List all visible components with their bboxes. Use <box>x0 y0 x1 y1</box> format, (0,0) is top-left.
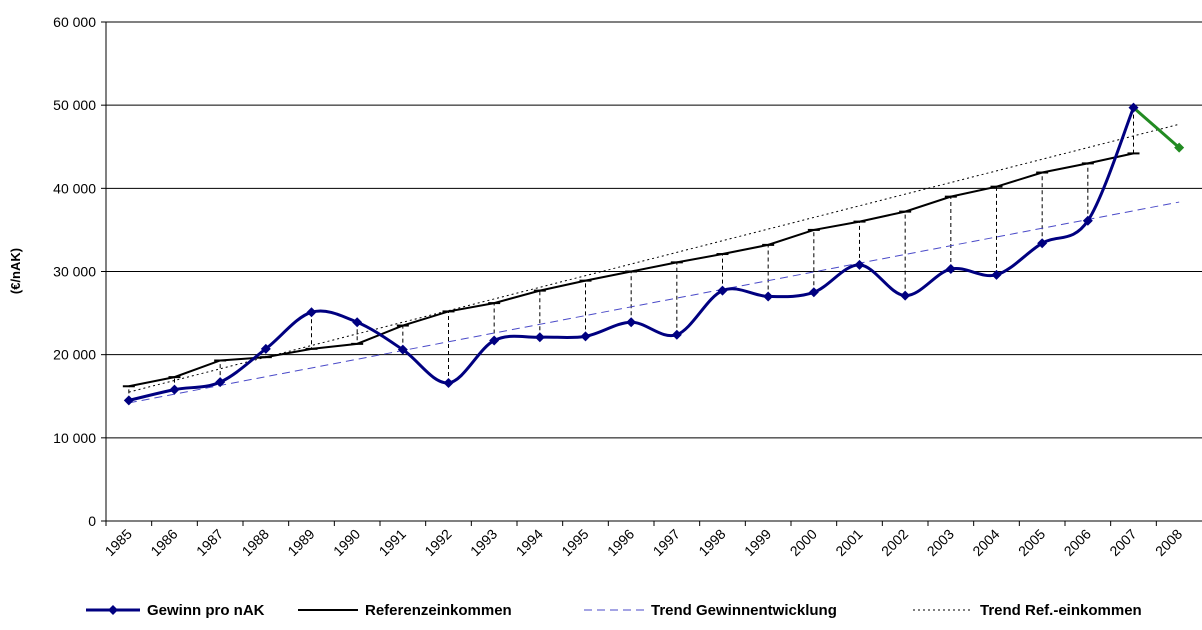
series-line <box>128 123 1180 393</box>
y-tick-label: 60 000 <box>53 14 96 30</box>
y-tick-label: 20 000 <box>53 347 96 363</box>
y-tick-label: 10 000 <box>53 430 96 446</box>
legend-label: Trend Gewinnentwicklung <box>651 602 837 619</box>
data-point <box>1174 142 1185 153</box>
y-tick-label: 50 000 <box>53 97 96 113</box>
x-tick-label: 2002 <box>878 526 911 559</box>
x-tick-label: 2003 <box>924 526 957 559</box>
data-point <box>443 377 454 388</box>
legend-label: Gewinn pro nAK <box>147 602 265 619</box>
x-tick-label: 2007 <box>1106 526 1139 559</box>
data-point <box>1037 238 1048 249</box>
data-point <box>169 384 180 395</box>
y-tick-label: 0 <box>88 513 96 529</box>
legend-marker <box>108 605 118 615</box>
x-tick-label: 1995 <box>558 526 591 559</box>
data-point <box>580 331 591 342</box>
x-tick-label: 1994 <box>513 526 546 559</box>
legend-label: Referenzeinkommen <box>365 602 512 619</box>
series-line <box>128 107 1135 402</box>
x-tick-label: 1988 <box>239 526 272 559</box>
data-point <box>123 395 134 406</box>
data-point <box>763 291 774 302</box>
data-point <box>945 264 956 275</box>
data-point <box>397 344 408 355</box>
x-tick-label: 2006 <box>1061 526 1094 559</box>
data-point <box>260 343 271 354</box>
x-tick-label: 2008 <box>1152 526 1185 559</box>
data-point <box>1082 215 1093 226</box>
data-point <box>215 377 226 388</box>
data-point <box>671 329 682 340</box>
x-tick-label: 1996 <box>604 526 637 559</box>
x-tick-label: 1986 <box>147 526 180 559</box>
y-tick-label: 40 000 <box>53 180 96 196</box>
data-point <box>534 332 545 343</box>
x-tick-label: 2000 <box>787 526 820 559</box>
x-tick-label: 1998 <box>695 526 728 559</box>
x-tick-label: 1999 <box>741 526 774 559</box>
series-line <box>128 201 1180 404</box>
x-tick-label: 1997 <box>650 526 683 559</box>
series-line <box>1132 106 1181 149</box>
data-point <box>626 317 637 328</box>
data-point <box>352 317 363 328</box>
x-tick-label: 1990 <box>330 526 363 559</box>
data-point <box>808 287 819 298</box>
x-tick-label: 1985 <box>102 526 135 559</box>
x-tick-label: 2005 <box>1015 526 1048 559</box>
x-tick-label: 1989 <box>284 526 317 559</box>
data-point <box>991 269 1002 280</box>
x-tick-label: 1992 <box>421 526 454 559</box>
data-point <box>489 335 500 346</box>
data-point <box>1128 102 1139 113</box>
y-tick-label: 30 000 <box>53 264 96 280</box>
x-tick-label: 1991 <box>376 526 409 559</box>
x-tick-label: 1993 <box>467 526 500 559</box>
x-tick-label: 1987 <box>193 526 226 559</box>
data-point <box>306 307 317 318</box>
data-point <box>900 290 911 301</box>
x-tick-label: 2001 <box>832 526 865 559</box>
y-axis-title: (€/nAK) <box>8 248 23 294</box>
data-point <box>717 285 728 296</box>
data-point <box>854 259 865 270</box>
legend-label: Trend Ref.-einkommen <box>980 602 1142 619</box>
x-tick-label: 2004 <box>969 526 1002 559</box>
